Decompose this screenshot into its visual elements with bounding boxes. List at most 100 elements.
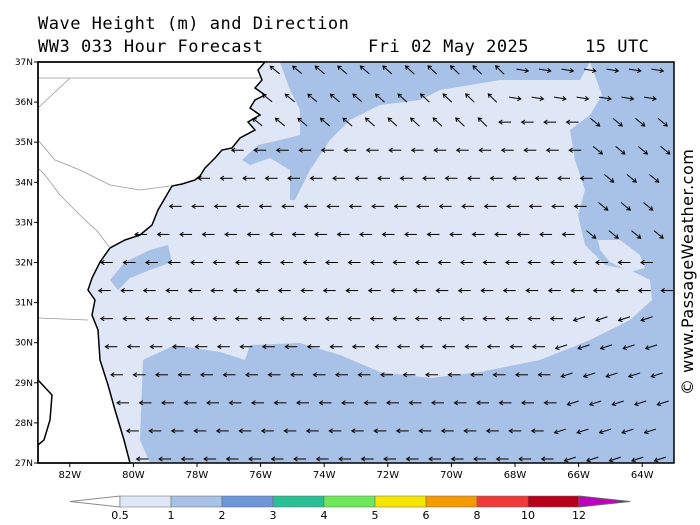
wave-arrow xyxy=(292,65,303,75)
wave-arrow xyxy=(364,117,375,127)
wave-arrow xyxy=(621,96,635,102)
wave-arrow xyxy=(500,147,514,153)
wave-arrow xyxy=(598,202,609,211)
wave-arrow xyxy=(657,117,668,127)
wave-arrow xyxy=(543,400,557,406)
wave-arrow xyxy=(615,146,626,155)
wave-arrow xyxy=(291,231,305,237)
wave-arrow xyxy=(477,117,488,127)
wave-arrow xyxy=(561,67,575,74)
wave-arrow xyxy=(615,288,629,294)
colorbar-segment xyxy=(527,495,580,508)
wave-arrow xyxy=(494,65,505,75)
wave-arrow xyxy=(472,65,483,75)
sea-band-1-2-west xyxy=(110,245,172,290)
lat-label: 34N xyxy=(15,178,33,188)
wave-arrow xyxy=(318,400,332,406)
wave-arrow xyxy=(347,316,361,322)
wave-arrow xyxy=(212,316,226,322)
wave-arrow xyxy=(622,344,635,351)
wave-arrow xyxy=(592,288,606,294)
wave-arrow xyxy=(521,400,534,406)
wave-arrow xyxy=(225,456,239,462)
lat-label: 31N xyxy=(15,299,33,309)
wave-arrow xyxy=(350,428,364,434)
wave-arrow xyxy=(554,344,568,351)
wave-arrow xyxy=(264,175,278,181)
wave-arrow xyxy=(410,147,424,153)
wave-arrow xyxy=(230,147,244,153)
wave-arrow xyxy=(191,203,205,209)
wave-arrow xyxy=(335,372,348,378)
wave-arrow xyxy=(631,230,642,239)
wave-arrow xyxy=(359,231,373,237)
wave-arrow xyxy=(165,288,179,294)
wave-arrow xyxy=(189,316,203,322)
colorbar-high-cap xyxy=(578,495,631,508)
wave-height-colorbar: 0.5 1 2 3 4 5 6 8 10 12 xyxy=(69,495,631,522)
wave-arrow xyxy=(248,456,262,462)
wave-arrow xyxy=(287,175,301,181)
wave-arrow xyxy=(518,456,532,462)
wave-arrow xyxy=(595,316,608,322)
wave-arrow xyxy=(498,119,512,125)
wave-arrow xyxy=(309,175,323,181)
wave-arrow xyxy=(383,456,397,462)
wave-arrow xyxy=(612,117,623,127)
wave-arrow xyxy=(187,288,201,294)
wave-arrow xyxy=(588,400,602,407)
wave-arrow xyxy=(404,231,418,237)
wave-arrow xyxy=(171,344,185,350)
wave-arrow xyxy=(314,65,325,75)
wave-arrow xyxy=(599,344,613,351)
wave-arrow xyxy=(213,203,227,209)
wave-arrow xyxy=(374,344,388,350)
colorbar-label: 10 xyxy=(521,509,535,522)
wave-arrow xyxy=(155,372,168,378)
wave-arrow xyxy=(471,231,485,237)
wave-arrow xyxy=(170,428,184,434)
wave-arrow xyxy=(653,456,666,463)
wave-arrow xyxy=(640,316,653,322)
sea-band-light-patch xyxy=(598,240,645,272)
lon-label: 82W xyxy=(58,470,81,481)
wave-arrow xyxy=(583,67,597,74)
wave-arrow xyxy=(315,456,329,462)
colorbar-label: 2 xyxy=(219,509,226,522)
wave-arrow xyxy=(351,344,365,350)
us-east-coast xyxy=(37,61,267,464)
wave-arrow xyxy=(329,344,343,350)
wave-arrow xyxy=(392,259,406,266)
wave-arrow xyxy=(457,288,471,294)
wave-arrow xyxy=(461,203,475,209)
wave-arrow xyxy=(363,400,377,406)
wave-arrow xyxy=(239,344,253,350)
forecast-time: 15 UTC xyxy=(585,37,650,57)
wave-arrow xyxy=(579,175,593,181)
wave-arrow xyxy=(377,175,391,181)
wave-arrow xyxy=(354,175,368,181)
wave-arrow xyxy=(586,230,597,239)
wave-arrow xyxy=(576,96,590,102)
wave-arrow xyxy=(506,203,520,209)
wave-arrow xyxy=(486,344,500,350)
wave-arrow xyxy=(582,372,596,379)
colorbar-segment xyxy=(323,495,376,508)
wave-arrow xyxy=(329,93,340,103)
wave-arrow xyxy=(437,259,451,266)
wave-arrow xyxy=(508,96,522,102)
wave-arrow xyxy=(149,344,163,350)
wave-arrow xyxy=(441,344,455,350)
wave-arrow xyxy=(168,203,182,209)
wave-arrow xyxy=(460,259,473,266)
wave-arrow xyxy=(643,96,657,102)
wave-arrow xyxy=(99,316,113,322)
lat-label: 32N xyxy=(15,259,33,269)
wave-arrow xyxy=(495,456,509,462)
wave-arrow xyxy=(167,316,181,322)
wave-arrow xyxy=(324,316,338,322)
wave-arrow xyxy=(210,288,224,294)
wave-arrow xyxy=(252,117,263,127)
colorbar-segment xyxy=(476,495,529,508)
wave-arrow xyxy=(419,344,433,350)
